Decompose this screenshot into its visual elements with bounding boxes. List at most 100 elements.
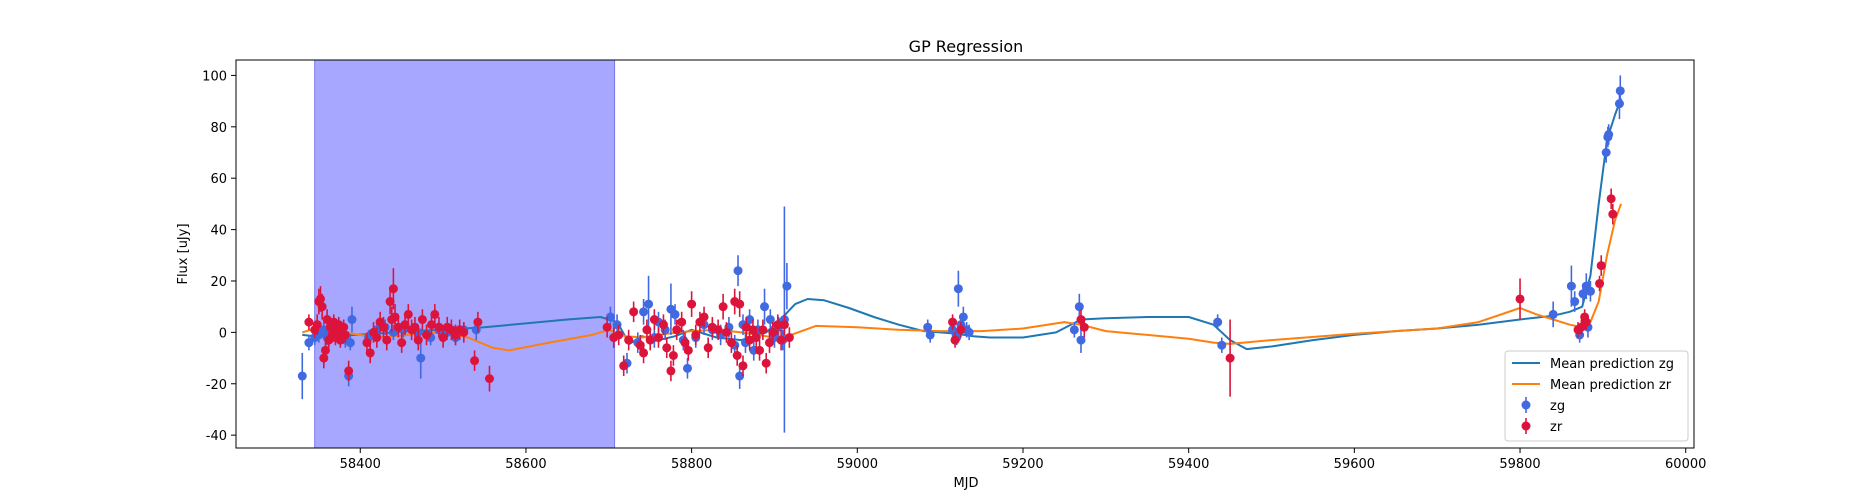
data-point-zr xyxy=(304,314,314,330)
data-point-zr xyxy=(629,301,639,323)
x-tick-label: 59400 xyxy=(1168,457,1209,472)
marker-zg xyxy=(670,309,680,319)
marker-zr xyxy=(726,338,736,348)
data-point-zr xyxy=(755,340,765,361)
marker-zr xyxy=(683,345,693,355)
marker-zr xyxy=(382,335,392,345)
x-tick-label: 59600 xyxy=(1334,457,1375,472)
data-point-zg xyxy=(765,309,775,330)
data-point-zg xyxy=(605,306,615,328)
marker-zr xyxy=(312,320,322,330)
data-point-zr xyxy=(365,342,375,364)
data-point-zr xyxy=(761,352,771,374)
marker-zg xyxy=(1076,335,1086,345)
marker-zr xyxy=(340,330,350,340)
marker-zg xyxy=(1548,309,1558,319)
data-point-zr xyxy=(666,360,676,382)
data-point-zr xyxy=(662,337,672,359)
data-point-zr xyxy=(417,309,427,330)
data-point-zr xyxy=(948,314,958,330)
marker-zr xyxy=(320,345,330,355)
marker-zg xyxy=(1069,325,1079,335)
marker-zg xyxy=(1213,317,1223,327)
data-point-zr xyxy=(427,314,437,335)
data-point-zg xyxy=(345,334,355,351)
marker-zr xyxy=(718,302,728,312)
marker-zr xyxy=(658,320,668,330)
shaded-span xyxy=(314,59,616,449)
x-tick-label: 58800 xyxy=(671,457,712,472)
marker-zr xyxy=(950,335,960,345)
axes-frame xyxy=(235,59,1695,449)
y-axis-label: Flux [uJy] xyxy=(176,223,191,284)
data-point-zr xyxy=(362,332,372,353)
marker-zr xyxy=(400,320,410,330)
marker-zr xyxy=(639,348,649,358)
marker-zr xyxy=(758,325,768,335)
data-point-zg xyxy=(1074,293,1084,320)
data-point-zg xyxy=(1548,301,1558,328)
marker-zr xyxy=(776,335,786,345)
marker-zr xyxy=(699,312,709,322)
data-point-zr xyxy=(956,322,966,338)
data-point-zr xyxy=(1581,314,1591,330)
marker-zr xyxy=(319,353,329,363)
data-point-zr xyxy=(768,322,778,343)
data-point-zr xyxy=(422,324,432,346)
y-tick-label: 100 xyxy=(202,69,227,84)
marker-zg xyxy=(297,371,307,381)
data-point-zg xyxy=(760,288,770,325)
data-point-zr xyxy=(758,319,768,341)
marker-zr xyxy=(703,343,713,353)
marker-zr xyxy=(413,335,423,345)
data-point-zg xyxy=(925,327,935,343)
marker-zr xyxy=(761,358,771,368)
marker-zg xyxy=(1566,281,1576,291)
marker-zr xyxy=(315,294,325,304)
marker-zr xyxy=(388,284,398,294)
marker-zr xyxy=(1515,294,1525,304)
marker-zg xyxy=(1585,286,1595,296)
data-point-zr xyxy=(1515,278,1525,320)
ticks-layer: 58400 58600 58800 59000 59200 59400 59600 59800… xyxy=(202,69,1706,472)
data-point-zr xyxy=(602,316,612,338)
data-point-zg xyxy=(1069,322,1079,338)
data-point-zr xyxy=(372,327,382,348)
legend-label: zr xyxy=(1550,420,1563,435)
marker-zr xyxy=(390,312,400,322)
data-point-zr xyxy=(639,342,649,364)
marker-zr xyxy=(470,356,480,366)
marker-zr xyxy=(344,366,354,376)
marker-zr xyxy=(624,335,634,345)
data-point-zr xyxy=(1595,275,1605,292)
data-point-zg xyxy=(682,358,692,379)
data-point-zr xyxy=(619,355,629,377)
data-point-zr xyxy=(320,340,330,361)
marker-zr xyxy=(748,325,758,335)
data-point-zr xyxy=(1606,188,1616,210)
marker-zr xyxy=(732,350,742,360)
data-point-zr xyxy=(773,314,783,335)
data-point-zg xyxy=(1217,337,1227,353)
data-point-zr xyxy=(687,291,697,317)
marker-zr xyxy=(691,330,701,340)
marker-zr xyxy=(1596,261,1606,271)
data-point-zr xyxy=(713,319,723,341)
marker-zr xyxy=(666,366,676,376)
data-point-zr xyxy=(624,329,634,351)
data-point-zr xyxy=(732,345,742,366)
data-point-zr xyxy=(434,316,444,338)
legend-label: Mean prediction zg xyxy=(1550,357,1674,372)
data-point-zr xyxy=(735,291,745,317)
marker-zg xyxy=(345,338,355,348)
marker-zg xyxy=(416,353,426,363)
marker-zr xyxy=(713,325,723,335)
data-point-zg xyxy=(733,255,743,287)
marker-zr xyxy=(434,322,444,332)
marker-zr xyxy=(438,333,448,343)
marker-zg xyxy=(1615,86,1625,96)
data-point-zg xyxy=(670,304,680,325)
marker-zr xyxy=(397,338,407,348)
marker-zr xyxy=(635,340,645,350)
marker-zg xyxy=(1614,99,1624,109)
